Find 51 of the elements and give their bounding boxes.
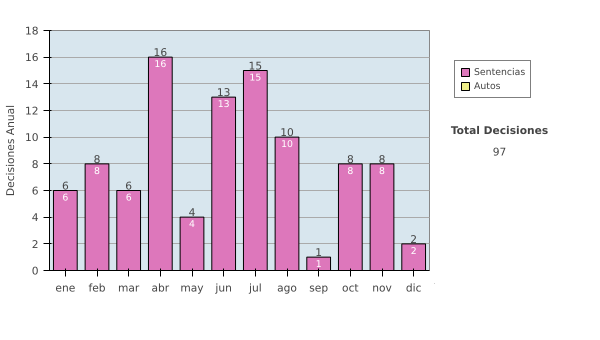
data-label: 8 [94, 166, 100, 177]
x-tick-label: abr [151, 282, 170, 294]
y-tick-label: 8 [32, 158, 39, 171]
total-label: 8 [346, 152, 354, 166]
y-tick-label: 14 [24, 78, 39, 91]
x-tick-label: oct [342, 282, 359, 294]
total-label: 1 [315, 246, 322, 260]
x-tick-label: jul [248, 282, 262, 294]
data-label: 13 [218, 99, 230, 110]
y-tick-label: 6 [32, 184, 39, 198]
data-label: 6 [62, 192, 68, 204]
total-label: 15 [248, 60, 262, 72]
data-label: 2 [410, 246, 417, 257]
data-label: 6 [126, 192, 132, 204]
data-label: 10 [281, 139, 293, 150]
y-tick-label: 10 [24, 131, 39, 144]
total-label: 8 [378, 152, 386, 166]
total-label: 8 [94, 152, 101, 166]
x-tick-label: mar [118, 282, 140, 294]
data-label: 8 [347, 166, 354, 177]
total-label: 10 [280, 126, 294, 140]
x-tick-label: ene [55, 282, 76, 294]
y-tick-label: 12 [24, 104, 39, 118]
y-axis-title: Decisiones Anual [4, 104, 17, 196]
x-tick-label: feb [88, 282, 106, 294]
x-tick-label: dic [406, 282, 422, 294]
y-tick-label: 4 [32, 211, 39, 224]
total-label: 13 [216, 86, 230, 100]
x-tick-label: jun [214, 282, 232, 294]
data-label: 15 [249, 72, 262, 84]
legend-label: Autos [474, 80, 501, 92]
x-tick-label: sep [309, 282, 328, 294]
total-label: 2 [410, 232, 418, 246]
total-label: 6 [125, 180, 132, 192]
text: 97 [492, 146, 506, 159]
legend-label: Sentencias [474, 66, 526, 78]
y-tick-label: 0 [32, 264, 39, 278]
total-label: 16 [154, 46, 168, 60]
y-tick-label: 16 [24, 51, 39, 64]
text: Total Decisiones [450, 124, 548, 137]
total-label: 6 [62, 180, 69, 192]
x-tick-label: nov [372, 282, 392, 294]
x-tick-label: ago [277, 282, 297, 294]
x-tick-label: may [180, 282, 204, 294]
data-label: 16 [154, 59, 166, 70]
total-label: 4 [188, 206, 196, 220]
y-tick-label: 2 [32, 238, 38, 251]
data-label: 4 [189, 219, 196, 230]
data-label: 1 [316, 259, 322, 270]
y-tick-label: 18 [24, 24, 39, 38]
data-label: 8 [379, 166, 386, 177]
